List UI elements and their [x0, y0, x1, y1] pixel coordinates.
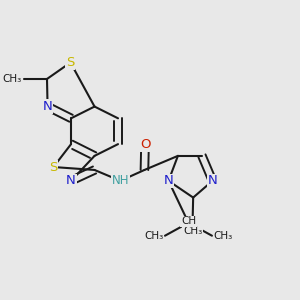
Text: N: N: [164, 174, 173, 187]
Text: N: N: [43, 100, 52, 113]
Text: CH₃: CH₃: [2, 74, 22, 84]
Text: CH₃: CH₃: [213, 231, 233, 241]
Text: S: S: [66, 56, 75, 69]
Text: CH: CH: [181, 216, 196, 226]
Text: S: S: [49, 160, 58, 173]
Text: CH₃: CH₃: [144, 231, 164, 241]
Text: O: O: [140, 138, 150, 151]
Text: NH: NH: [112, 174, 129, 187]
Text: N: N: [66, 174, 76, 187]
Text: N: N: [208, 174, 218, 187]
Text: CH₃: CH₃: [183, 226, 202, 236]
